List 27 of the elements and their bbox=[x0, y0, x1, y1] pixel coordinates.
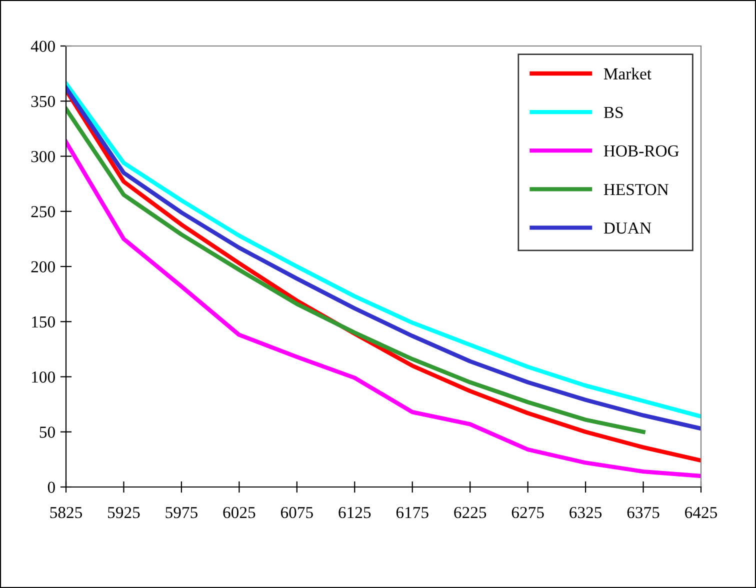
y-tick-label: 0 bbox=[48, 482, 55, 493]
y-tick-label: 400 bbox=[30, 40, 55, 52]
y-tick-label: 50 bbox=[40, 426, 55, 438]
x-tick-label: 6375 bbox=[627, 506, 660, 518]
y-tick-label: 300 bbox=[31, 150, 55, 162]
y-tick-label: 100 bbox=[32, 371, 55, 383]
x-tick-label: 6225 bbox=[454, 506, 486, 518]
x-tick-label: 6325 bbox=[570, 506, 602, 518]
y-tick-label: 350 bbox=[31, 96, 55, 108]
x-tick-label: 6275 bbox=[512, 506, 544, 518]
legend-label: HESTON bbox=[604, 184, 668, 196]
x-tick-label: 6125 bbox=[338, 506, 371, 518]
y-tick-label: 200 bbox=[31, 261, 55, 272]
legend-label: BS bbox=[604, 106, 623, 118]
x-tick-label: 5975 bbox=[166, 506, 198, 518]
legend-label: HOB-ROG bbox=[604, 145, 679, 157]
x-tick-label: 5825 bbox=[50, 506, 82, 518]
line-series bbox=[66, 140, 701, 478]
y-tick-label: 150 bbox=[32, 316, 55, 328]
x-tick-label: 6075 bbox=[280, 506, 313, 518]
x-tick-label: 5925 bbox=[108, 506, 140, 518]
x-tick-label: 6175 bbox=[396, 506, 428, 518]
y-tick-label: 250 bbox=[31, 206, 55, 218]
legend-label: Market bbox=[604, 68, 652, 80]
legend-label: DUAN bbox=[604, 222, 652, 234]
x-tick-label: 6425 bbox=[685, 506, 718, 518]
x-tick-label: 6025 bbox=[223, 506, 256, 518]
